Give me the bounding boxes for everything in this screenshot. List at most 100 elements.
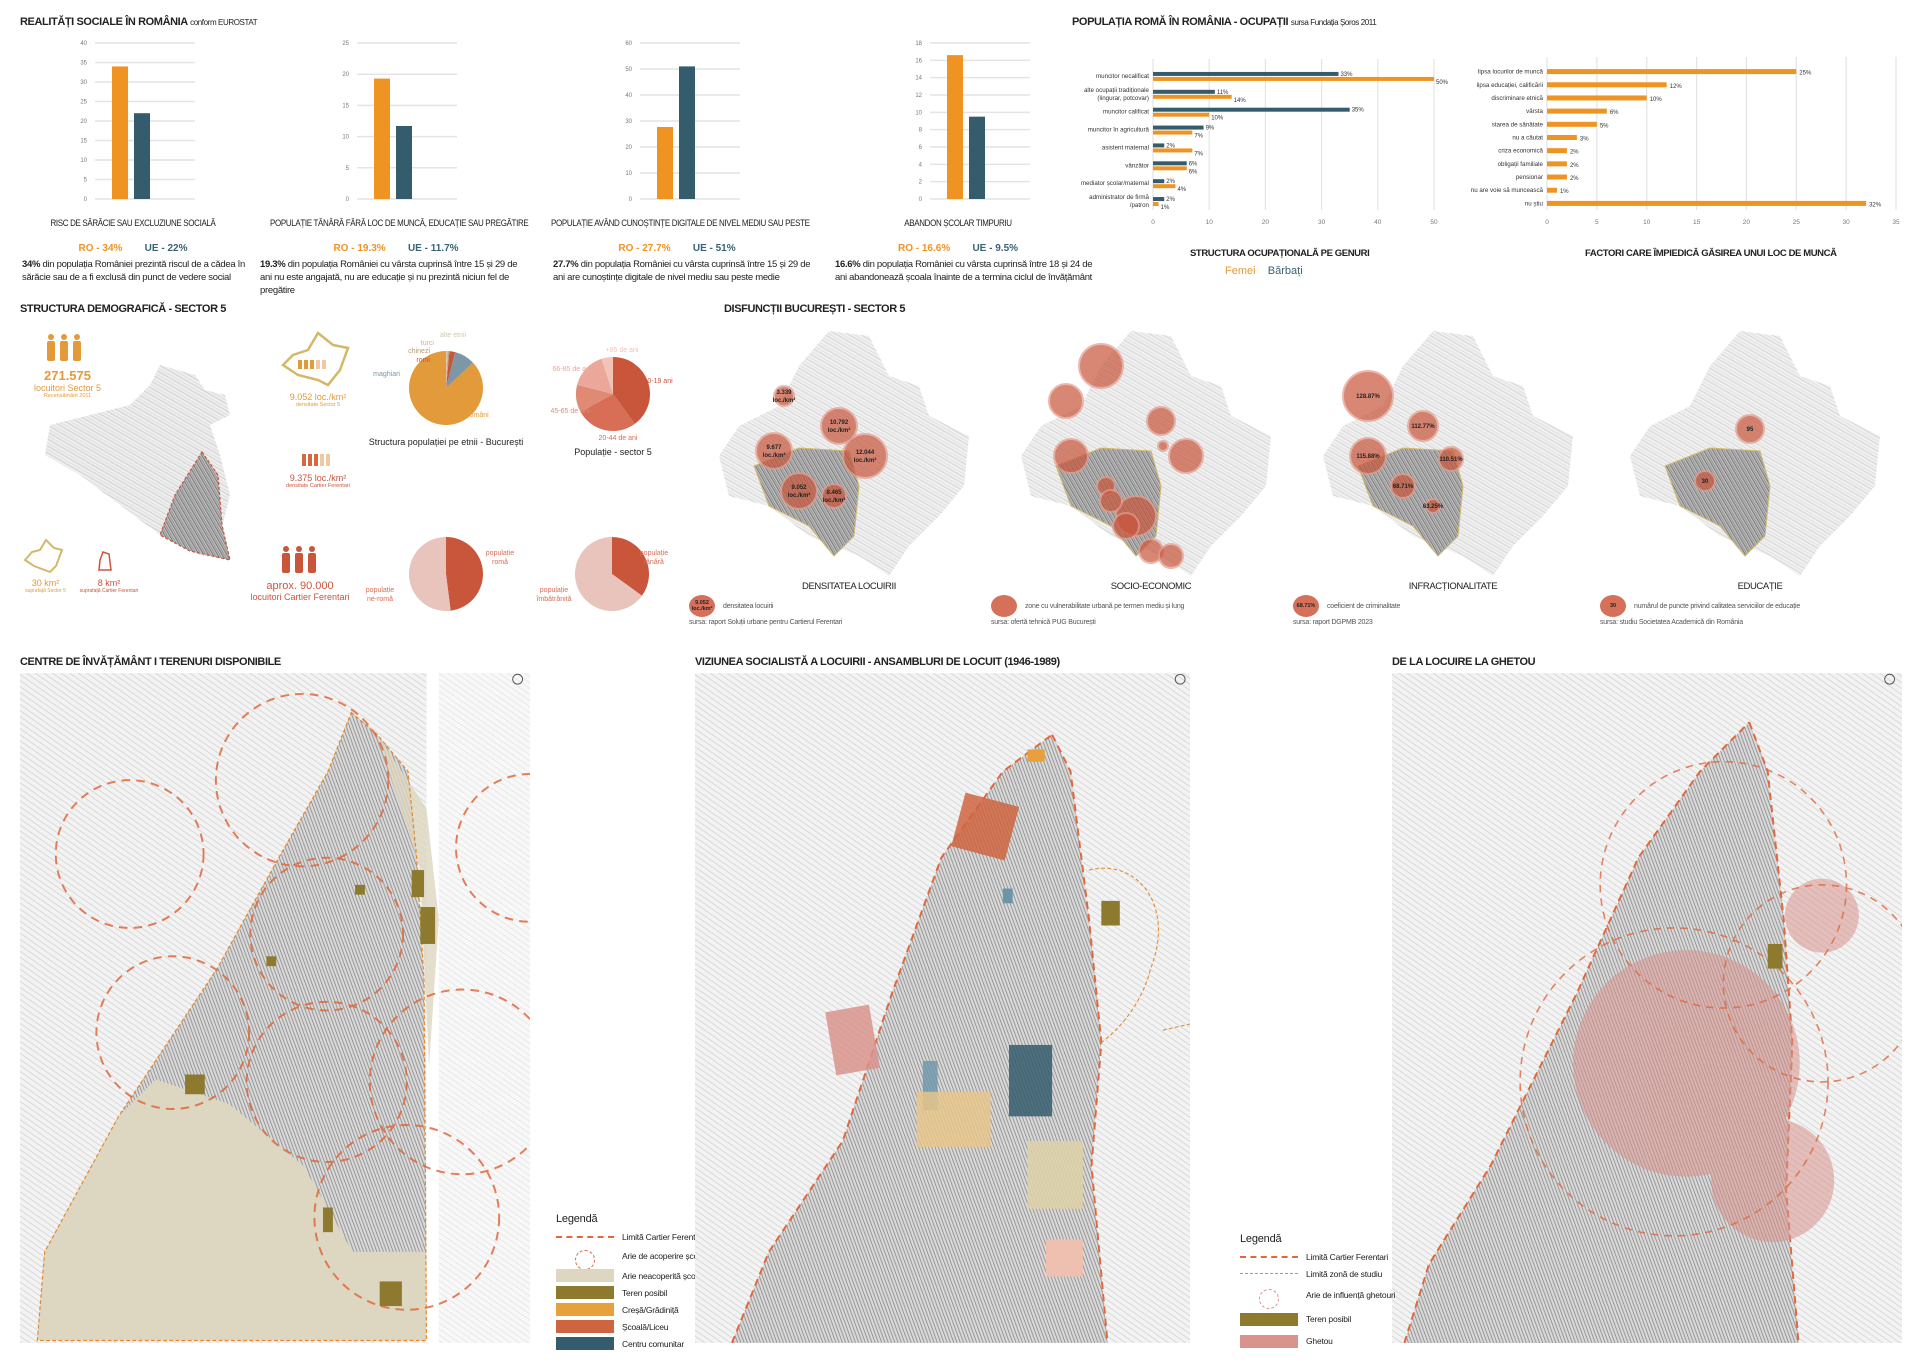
- ue-value: UE - 11.7%: [407, 243, 459, 254]
- y-tick-label: 35: [80, 61, 87, 67]
- bubble: [1078, 343, 1124, 389]
- ferentari-outline-icon: [98, 551, 112, 571]
- chart-description: 34% din populația României prezintă risc…: [22, 258, 254, 284]
- dysfunction-legend: 30 numărul de puncte privind calitatea se…: [1600, 595, 1800, 617]
- legend-item: Limită Cartier Ferentari: [556, 1228, 704, 1245]
- ue-value: UE - 9.5%: [972, 243, 1019, 254]
- bubble: [1390, 473, 1416, 499]
- uncovered-area: [377, 734, 439, 1068]
- legend-barbati: Bărbați: [1267, 265, 1303, 277]
- color-swatch: [556, 1269, 614, 1282]
- category-label: muncitor calificat: [1103, 109, 1149, 116]
- category-label: lipsa educației, calificării: [1477, 82, 1543, 89]
- color-swatch: [556, 1320, 614, 1333]
- desc-text: din populația României cu vârsta cuprins…: [553, 259, 811, 283]
- map2-title: VIZIUNEA SOCIALISTĂ A LOCUIRII - ANSAMBL…: [695, 656, 1060, 668]
- social-title: REALITĂȚI SOCIALE ÎN ROMÂNIA conform EUR…: [20, 16, 258, 28]
- bubble: [1048, 383, 1084, 419]
- roma-title-source: sursa Fundația Șoros 2011: [1290, 18, 1377, 27]
- category-label: criza economică: [1498, 148, 1543, 155]
- dysfunction-caption: INFRACȚIONALITATE: [1408, 581, 1498, 592]
- map1-title: CENTRE DE ÎNVĂȚĂMÂNT I TERENURI DISPONIB…: [20, 656, 281, 668]
- bubble: [1407, 410, 1439, 442]
- ro-ue-values: RO - 19.3% UE - 11.7%: [296, 238, 496, 256]
- x-tick-label: 15: [1693, 219, 1701, 226]
- occupation-chart-caption: STRUCTURA OCUPAȚIONALĂ PE GENURI: [1190, 248, 1370, 259]
- x-tick-label: 20: [1262, 219, 1270, 226]
- pie-label: turci: [421, 340, 435, 347]
- bubble: [1099, 489, 1123, 513]
- housing-estate: [951, 792, 1020, 861]
- bar: [1547, 95, 1647, 101]
- density-ferentari-note: densitate Cartier Ferentari: [286, 483, 350, 489]
- x-tick-label: 10: [1643, 219, 1651, 226]
- bubble-label: 8.465: [826, 490, 842, 496]
- social-title-text: REALITĂȚI SOCIALE ÎN ROMÂNIA: [20, 16, 188, 28]
- bar-femei: [1153, 94, 1232, 99]
- dysfunction-legend: 68.71% coeficient de criminalitate: [1293, 595, 1400, 617]
- possible-land-plots: [185, 870, 436, 1307]
- color-swatch: [556, 1286, 614, 1299]
- bar-ro: [112, 66, 128, 200]
- legend-label: Ghetou: [1306, 1336, 1333, 1346]
- pie-label: tânără: [644, 559, 664, 566]
- data-label: 12%: [1670, 84, 1683, 90]
- bubble: [821, 483, 847, 509]
- bubble: [1112, 512, 1140, 540]
- data-label: 2%: [1570, 150, 1579, 156]
- bubble: [1342, 370, 1394, 422]
- bubble-label: loc./km²: [828, 427, 851, 434]
- legend-label: Arie de acoperire școli: [622, 1251, 702, 1261]
- x-tick-label: 5: [1595, 219, 1599, 226]
- ue-value: UE - 51%: [692, 243, 736, 254]
- y-tick-label: 60: [625, 41, 632, 47]
- ferentari-boundary: [36, 711, 428, 1342]
- sector5-small-outline-icon: [23, 538, 64, 574]
- pie-title: Populație - sector 5: [574, 447, 652, 457]
- y-tick-label: 15: [342, 103, 349, 109]
- legend-label: Centru comunitar: [622, 1338, 684, 1349]
- y-tick-label: 10: [80, 158, 87, 164]
- legend-item: Arie de acoperire școli: [556, 1245, 704, 1270]
- data-label: 2%: [1570, 163, 1579, 169]
- color-swatch: [1240, 1312, 1298, 1326]
- legend-item: Teren posibil: [1240, 1308, 1395, 1330]
- pie-label: romi: [416, 357, 430, 364]
- legend-item: Limită Cartier Ferentari: [1240, 1248, 1395, 1265]
- data-label: 6%: [1189, 161, 1198, 167]
- north-arrow-icon: [1884, 673, 1896, 685]
- map3-title: DE LA LOCUIRE LA GHETOU: [1392, 656, 1536, 668]
- bubble: [1157, 440, 1169, 452]
- bar-ue: [969, 116, 985, 199]
- y-tick-label: 0: [346, 197, 350, 203]
- x-tick-label: 10: [1206, 219, 1214, 226]
- bar: [1547, 200, 1867, 206]
- legend-title: Legendă: [1240, 1233, 1282, 1245]
- bar-femei: [1153, 184, 1176, 189]
- socialist-housing-map: [695, 673, 1190, 1343]
- legend-item: Teren posibil: [556, 1284, 704, 1301]
- data-label: 1%: [1560, 189, 1569, 195]
- x-tick-label: 40: [1374, 219, 1382, 226]
- bar: [1547, 161, 1567, 167]
- pie-slice-maghiari: [446, 352, 473, 388]
- bubble: [1168, 438, 1204, 474]
- housing-estate: [1008, 1044, 1053, 1117]
- bubble-label: loc./km²: [823, 497, 846, 504]
- legend-text: coeficient de criminalitate: [1327, 602, 1401, 610]
- ferentari-boundary: [731, 733, 1053, 1343]
- density-ferentari-block: 9.375 loc./km² densitate Cartier Ferentar…: [278, 473, 358, 489]
- y-tick-label: 14: [915, 76, 922, 82]
- dashed-circle-swatch: [1240, 1288, 1298, 1309]
- y-tick-label: 20: [342, 72, 349, 78]
- sector5-outline-icon: [281, 331, 350, 387]
- pie-label: 66-85 de ani: [553, 366, 592, 373]
- bar: [1547, 108, 1607, 114]
- y-tick-label: 8: [919, 128, 923, 134]
- y-tick-label: 18: [915, 41, 922, 47]
- pie-label: chinezi: [408, 348, 430, 355]
- legend-text: densitatea locuirii: [723, 602, 774, 610]
- bubble-label: 9.677: [766, 445, 782, 451]
- bar-femei: [1153, 148, 1193, 153]
- legend-bubble-icon: 9.052 loc./km²: [689, 595, 715, 617]
